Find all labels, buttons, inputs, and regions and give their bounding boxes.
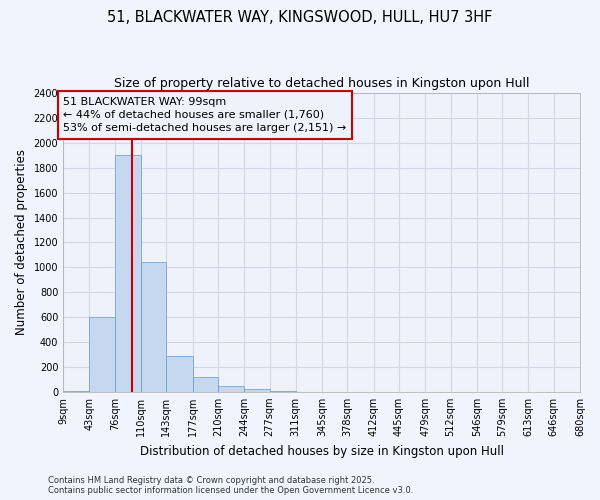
Bar bbox=[63, 390, 89, 392]
Bar bbox=[218, 386, 244, 392]
Bar bbox=[115, 156, 141, 392]
Text: Contains HM Land Registry data © Crown copyright and database right 2025.
Contai: Contains HM Land Registry data © Crown c… bbox=[48, 476, 413, 495]
Bar bbox=[193, 377, 218, 392]
Bar bbox=[269, 391, 296, 392]
Bar bbox=[89, 317, 115, 392]
Y-axis label: Number of detached properties: Number of detached properties bbox=[15, 150, 28, 336]
Bar bbox=[141, 262, 166, 392]
X-axis label: Distribution of detached houses by size in Kingston upon Hull: Distribution of detached houses by size … bbox=[140, 444, 503, 458]
Title: Size of property relative to detached houses in Kingston upon Hull: Size of property relative to detached ho… bbox=[114, 78, 529, 90]
Bar bbox=[244, 390, 269, 392]
Text: 51 BLACKWATER WAY: 99sqm
← 44% of detached houses are smaller (1,760)
53% of sem: 51 BLACKWATER WAY: 99sqm ← 44% of detach… bbox=[63, 97, 346, 133]
Text: 51, BLACKWATER WAY, KINGSWOOD, HULL, HU7 3HF: 51, BLACKWATER WAY, KINGSWOOD, HULL, HU7… bbox=[107, 10, 493, 25]
Bar bbox=[166, 356, 193, 392]
